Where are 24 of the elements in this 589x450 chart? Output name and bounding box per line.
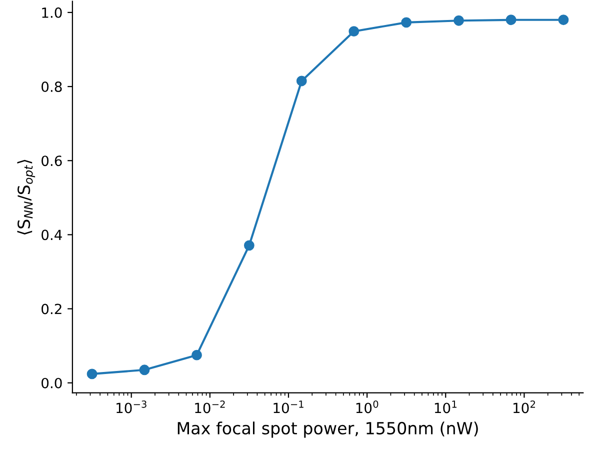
- y-tick-label: 0.0: [42, 378, 62, 388]
- y-tick-label: 1.0: [42, 7, 62, 18]
- point: [506, 14, 516, 26]
- point: [139, 364, 150, 376]
- x-tick-label: 10$^{2}$: [514, 400, 535, 414]
- point: [454, 15, 464, 26]
- point: [244, 240, 254, 251]
- y-tick-label: 0.8: [42, 82, 62, 92]
- x-tick-label: 10$^{1}$: [434, 400, 456, 414]
- point: [192, 350, 202, 360]
- x-tick-label: 10$^{0}$: [356, 400, 378, 414]
- y-tick-label: 0.6: [42, 156, 62, 166]
- point: [558, 14, 569, 26]
- point: [401, 17, 412, 28]
- x-tick-label: 10$^{−1}$: [274, 400, 304, 414]
- x-tick-label: 10$^{−3}$: [116, 400, 146, 414]
- y-axis-title: ⟨S$_{NN}$/S$_{opt}$⟩: [17, 160, 36, 234]
- point: [296, 76, 307, 86]
- point: [86, 368, 98, 380]
- y-tick-label: 0.2: [42, 304, 62, 314]
- x-axis-title: Max focal spot power, 1550nm (nW): [178, 422, 478, 438]
- point: [348, 26, 360, 37]
- y-tick-label: 0.4: [42, 230, 62, 240]
- x-tick-label: 10$^{−2}$: [195, 400, 225, 414]
